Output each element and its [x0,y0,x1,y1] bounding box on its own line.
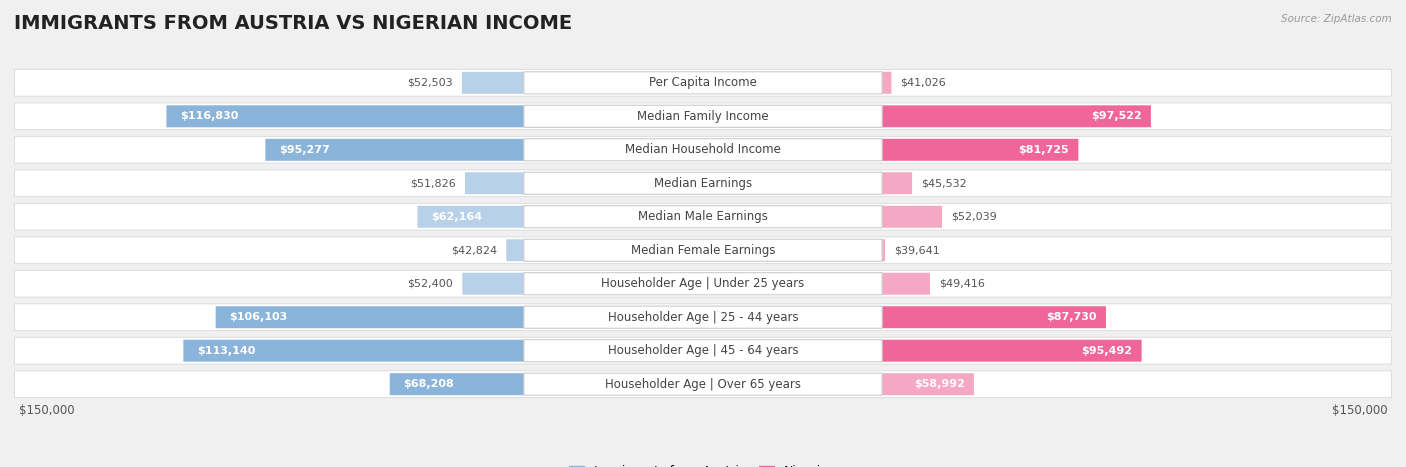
FancyBboxPatch shape [524,373,882,395]
Text: $106,103: $106,103 [229,312,288,322]
FancyBboxPatch shape [14,270,1392,297]
Text: Median Female Earnings: Median Female Earnings [631,244,775,257]
Text: $42,824: $42,824 [451,245,498,255]
FancyBboxPatch shape [882,239,884,261]
Text: Householder Age | 45 - 64 years: Householder Age | 45 - 64 years [607,344,799,357]
FancyBboxPatch shape [166,106,524,127]
FancyBboxPatch shape [882,206,942,228]
Text: $150,000: $150,000 [18,404,75,417]
Text: $97,522: $97,522 [1091,111,1142,121]
FancyBboxPatch shape [215,306,524,328]
Text: $68,208: $68,208 [404,379,454,389]
Text: $45,532: $45,532 [921,178,967,188]
FancyBboxPatch shape [14,136,1392,163]
Text: $81,725: $81,725 [1018,145,1069,155]
FancyBboxPatch shape [14,237,1392,264]
Text: Source: ZipAtlas.com: Source: ZipAtlas.com [1281,14,1392,24]
Text: Median Male Earnings: Median Male Earnings [638,210,768,223]
FancyBboxPatch shape [506,239,524,261]
Text: Householder Age | Over 65 years: Householder Age | Over 65 years [605,378,801,391]
Text: Median Earnings: Median Earnings [654,177,752,190]
FancyBboxPatch shape [14,371,1392,397]
FancyBboxPatch shape [418,206,524,228]
FancyBboxPatch shape [882,106,1152,127]
FancyBboxPatch shape [524,205,882,228]
Text: $52,503: $52,503 [408,78,453,88]
Text: $52,039: $52,039 [952,212,997,222]
Text: $52,400: $52,400 [408,279,453,289]
Text: $116,830: $116,830 [180,111,239,121]
Text: $41,026: $41,026 [901,78,946,88]
Text: IMMIGRANTS FROM AUSTRIA VS NIGERIAN INCOME: IMMIGRANTS FROM AUSTRIA VS NIGERIAN INCO… [14,14,572,33]
FancyBboxPatch shape [882,273,929,295]
FancyBboxPatch shape [882,306,1107,328]
FancyBboxPatch shape [882,139,1078,161]
Text: $51,826: $51,826 [411,178,456,188]
FancyBboxPatch shape [524,239,882,262]
Text: Median Household Income: Median Household Income [626,143,780,156]
FancyBboxPatch shape [14,203,1392,230]
Text: Median Family Income: Median Family Income [637,110,769,123]
FancyBboxPatch shape [524,105,882,127]
FancyBboxPatch shape [461,72,524,94]
Text: $58,992: $58,992 [914,379,965,389]
FancyBboxPatch shape [14,337,1392,364]
FancyBboxPatch shape [14,170,1392,197]
FancyBboxPatch shape [882,340,1142,361]
FancyBboxPatch shape [183,340,524,361]
Text: $150,000: $150,000 [1331,404,1388,417]
FancyBboxPatch shape [463,273,524,295]
FancyBboxPatch shape [524,139,882,161]
FancyBboxPatch shape [524,340,882,362]
FancyBboxPatch shape [524,172,882,194]
FancyBboxPatch shape [882,72,891,94]
Legend: Immigrants from Austria, Nigerian: Immigrants from Austria, Nigerian [564,460,842,467]
Text: $95,277: $95,277 [280,145,330,155]
Text: Householder Age | Under 25 years: Householder Age | Under 25 years [602,277,804,290]
Text: $95,492: $95,492 [1081,346,1132,356]
FancyBboxPatch shape [882,172,912,194]
FancyBboxPatch shape [14,103,1392,130]
FancyBboxPatch shape [465,172,524,194]
Text: $49,416: $49,416 [939,279,986,289]
FancyBboxPatch shape [389,373,524,395]
Text: Householder Age | 25 - 44 years: Householder Age | 25 - 44 years [607,311,799,324]
FancyBboxPatch shape [14,70,1392,96]
FancyBboxPatch shape [882,373,974,395]
Text: $39,641: $39,641 [894,245,941,255]
Text: $87,730: $87,730 [1046,312,1097,322]
Text: Per Capita Income: Per Capita Income [650,76,756,89]
FancyBboxPatch shape [524,306,882,328]
FancyBboxPatch shape [266,139,524,161]
Text: $62,164: $62,164 [432,212,482,222]
FancyBboxPatch shape [524,273,882,295]
FancyBboxPatch shape [14,304,1392,331]
Text: $113,140: $113,140 [197,346,256,356]
FancyBboxPatch shape [524,72,882,94]
